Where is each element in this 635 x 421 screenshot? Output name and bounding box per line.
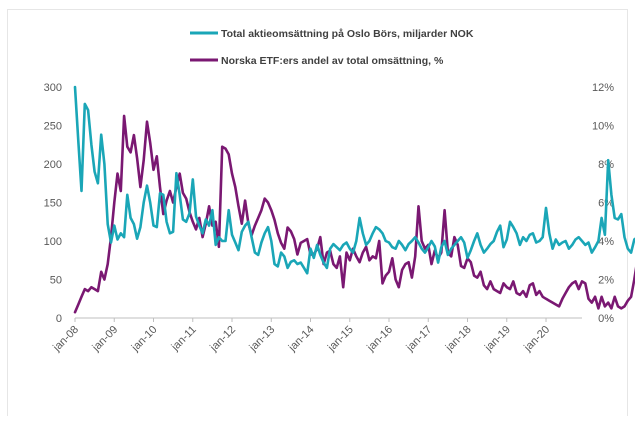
legend-label-turnover: Total aktieomsättning på Oslo Börs, milj…: [221, 28, 474, 40]
left-tick-label: 200: [44, 159, 62, 171]
x-tick-label: jan-18: [443, 324, 474, 355]
right-tick-label: 2%: [598, 275, 614, 287]
x-tick-label: jan-08: [50, 324, 81, 355]
x-tick-label: jan-09: [90, 324, 121, 355]
left-tick-label: 100: [44, 236, 62, 248]
x-tick-label: jan-14: [286, 324, 317, 355]
right-tick-label: 0%: [598, 313, 614, 325]
right-axis: 0%2%4%6%8%10%12%: [592, 82, 614, 325]
legend: Total aktieomsättning på Oslo Börs, milj…: [190, 28, 474, 67]
right-tick-label: 10%: [592, 121, 614, 133]
right-tick-label: 12%: [592, 82, 614, 94]
x-tick-label: jan-12: [207, 324, 238, 355]
left-tick-label: 250: [44, 121, 62, 133]
x-axis: jan-08 jan-09 jan-10 jan-11 jan-12 jan-13 jan-…: [50, 318, 552, 354]
left-axis: 0 50 100 150 200 250 300: [44, 82, 62, 325]
x-tick-label: jan-11: [169, 324, 199, 354]
right-tick-label: 8%: [598, 159, 614, 171]
series-layer: [73, 85, 635, 314]
chart-frame: [7, 9, 628, 416]
left-tick-label: 300: [44, 82, 62, 94]
series-line-turnover: [73, 85, 635, 275]
x-tick-label: jan-19: [482, 324, 513, 355]
left-tick-label: 50: [50, 275, 62, 287]
x-tick-label: jan-20: [521, 324, 552, 355]
x-tick-label: jan-15: [325, 324, 356, 355]
x-tick-label: jan-13: [247, 324, 278, 355]
x-tick-label: jan-10: [129, 324, 160, 355]
legend-label-etf-share: Norska ETF:ers andel av total omsättning…: [221, 55, 444, 67]
left-tick-label: 150: [44, 198, 62, 210]
x-tick-label: jan-16: [364, 324, 395, 355]
left-tick-label: 0: [56, 313, 62, 325]
x-tick-label: jan-17: [404, 324, 435, 355]
right-tick-label: 4%: [598, 236, 614, 248]
series-line-etf-share: [73, 114, 635, 314]
